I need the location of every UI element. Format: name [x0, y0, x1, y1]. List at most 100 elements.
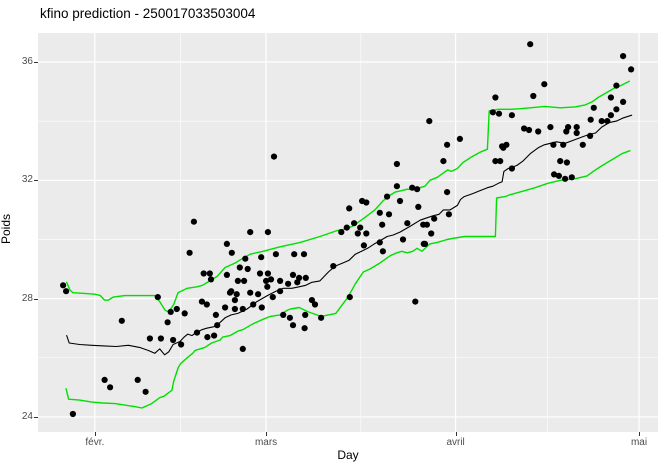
- observation-point: [272, 251, 279, 258]
- observation-point: [555, 172, 563, 179]
- observation-point: [557, 158, 564, 165]
- observation-point: [492, 158, 499, 165]
- observation-point: [181, 310, 188, 317]
- observation-point: [296, 274, 303, 281]
- observation-point: [264, 283, 271, 290]
- observation-point: [562, 175, 569, 182]
- observation-point: [291, 251, 298, 258]
- observation-point: [385, 211, 393, 218]
- observation-point: [256, 270, 264, 277]
- observation-point: [363, 199, 370, 206]
- panel-background: [38, 33, 658, 432]
- observation-point: [431, 215, 438, 222]
- y-tick-mark: [34, 180, 38, 182]
- observation-point: [234, 277, 241, 284]
- observation-point: [489, 109, 496, 116]
- observation-point: [231, 297, 238, 304]
- observation-point: [267, 276, 275, 283]
- observation-point: [423, 221, 430, 228]
- observation-point: [414, 186, 421, 193]
- observation-point: [289, 271, 297, 278]
- observation-point: [263, 277, 270, 284]
- observation-point: [393, 160, 400, 168]
- observation-point: [198, 298, 205, 305]
- y-tick-label: 24: [21, 410, 33, 422]
- observation-point: [186, 249, 193, 256]
- observation-point: [393, 183, 400, 190]
- plot-panel: [38, 33, 658, 432]
- observation-point: [568, 174, 575, 181]
- y-tick-label: 28: [21, 292, 33, 304]
- observation-point: [289, 322, 297, 329]
- observation-point: [241, 277, 248, 284]
- observation-point: [444, 141, 451, 148]
- observation-point: [620, 98, 627, 105]
- observation-point: [503, 141, 510, 148]
- observation-point: [508, 165, 515, 172]
- y-tick-mark: [34, 61, 38, 63]
- observation-point: [200, 270, 207, 277]
- observation-point: [550, 141, 557, 148]
- observation-point: [277, 288, 284, 295]
- observation-point: [346, 205, 353, 212]
- observation-point: [613, 106, 620, 113]
- observation-point: [134, 376, 141, 383]
- observation-point: [351, 220, 358, 227]
- observation-point: [628, 66, 635, 73]
- observation-point: [384, 193, 391, 200]
- observation-point: [587, 116, 594, 123]
- observation-point: [231, 305, 238, 313]
- observation-point: [587, 132, 594, 139]
- observation-point: [354, 230, 361, 237]
- observation-point: [308, 297, 315, 304]
- observation-point: [286, 314, 293, 321]
- observation-point: [269, 294, 276, 301]
- plot-svg: [38, 33, 658, 432]
- observation-point: [412, 298, 419, 305]
- observation-point: [357, 224, 364, 231]
- observation-point: [280, 311, 287, 318]
- observation-point: [242, 255, 249, 262]
- prediction-line: [66, 114, 633, 356]
- observation-point: [170, 336, 177, 344]
- observation-point: [247, 229, 254, 236]
- observation-point: [223, 271, 230, 278]
- observation-point: [525, 126, 533, 134]
- observation-point: [101, 376, 108, 383]
- observation-point: [250, 301, 257, 308]
- observation-point: [565, 124, 572, 131]
- observation-point: [598, 118, 605, 125]
- observation-point: [573, 129, 580, 137]
- observation-point: [440, 158, 447, 165]
- lower-bound-line: [65, 149, 631, 409]
- y-axis-title: Poids: [0, 213, 13, 245]
- observation-point: [63, 288, 70, 295]
- observation-point: [264, 270, 271, 277]
- observation-point: [212, 311, 219, 318]
- y-tick-mark: [34, 416, 38, 418]
- observation-point: [142, 388, 149, 395]
- observation-point: [178, 341, 185, 348]
- chart-title: kfino prediction - 250017033503004: [40, 6, 256, 21]
- observation-point: [244, 265, 251, 273]
- observation-point: [203, 301, 210, 308]
- observation-point: [338, 229, 345, 236]
- x-axis-title: Day: [337, 448, 359, 462]
- observation-point: [239, 305, 246, 313]
- observation-point: [302, 311, 309, 318]
- observation-point: [535, 128, 542, 135]
- observation-point: [530, 92, 537, 100]
- upper-bound-line: [66, 80, 630, 313]
- observation-point: [560, 141, 567, 148]
- observation-point: [456, 135, 463, 142]
- observation-point: [302, 274, 309, 281]
- observation-point: [607, 94, 615, 101]
- observation-point: [258, 304, 265, 311]
- observation-point: [173, 305, 180, 313]
- observation-point: [285, 280, 292, 287]
- observation-point: [60, 282, 67, 289]
- x-tick-label: mai: [630, 437, 648, 448]
- observation-point: [379, 221, 386, 228]
- observation-point: [228, 249, 235, 256]
